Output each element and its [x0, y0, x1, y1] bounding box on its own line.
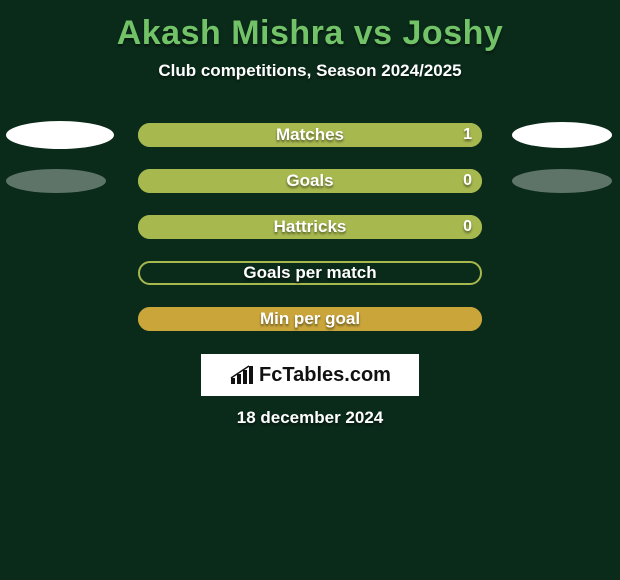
brand-box: FcTables.com: [201, 354, 419, 396]
stat-row: Hattricks 0: [0, 204, 620, 250]
stat-row: Goals per match: [0, 250, 620, 296]
right-marker-ellipse: [512, 169, 612, 193]
stat-bar: Matches 1: [138, 123, 482, 147]
right-marker-ellipse: [512, 122, 612, 148]
stat-bar: Hattricks 0: [138, 215, 482, 239]
stat-row: Min per goal: [0, 296, 620, 342]
left-marker-ellipse: [6, 121, 114, 149]
footer-date: 18 december 2024: [0, 408, 620, 428]
bar-chart-icon: [229, 364, 255, 386]
stat-bar: Goals per match: [138, 261, 482, 285]
page-subtitle: Club competitions, Season 2024/2025: [0, 61, 620, 81]
brand-text: FcTables.com: [259, 364, 391, 387]
stat-bar-label: Min per goal: [260, 309, 360, 329]
stat-bar-label: Hattricks: [274, 217, 347, 237]
stat-bar-label: Goals per match: [243, 263, 376, 283]
stat-row: Goals 0: [0, 158, 620, 204]
stat-bar-value: 1: [463, 126, 472, 144]
stat-bar-value: 0: [463, 172, 472, 190]
stat-rows: Matches 1 Goals 0 Hattricks 0 Goals per match M…: [0, 112, 620, 342]
left-marker-ellipse: [6, 169, 106, 193]
page-title: Akash Mishra vs Joshy: [0, 14, 620, 53]
stat-bar: Min per goal: [138, 307, 482, 331]
stat-row: Matches 1: [0, 112, 620, 158]
stat-bar-value: 0: [463, 218, 472, 236]
stat-bar-label: Matches: [276, 125, 344, 145]
stat-bar: Goals 0: [138, 169, 482, 193]
stat-bar-label: Goals: [286, 171, 333, 191]
